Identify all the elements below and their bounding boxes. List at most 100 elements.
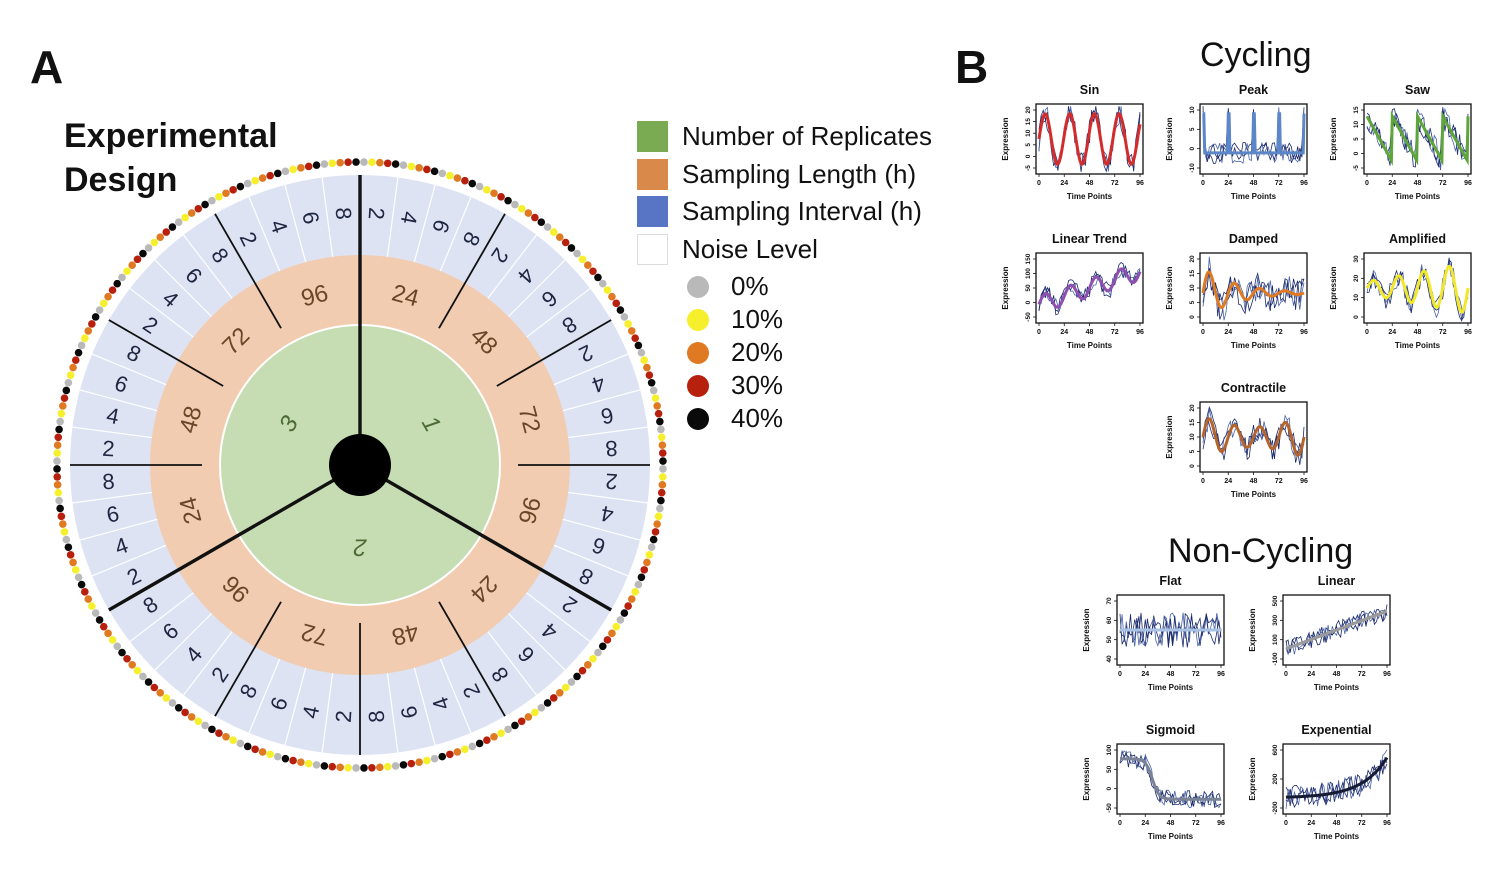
noise-dot xyxy=(631,588,639,596)
sampling-interval-label: 8 xyxy=(102,469,116,495)
noise-dot xyxy=(620,609,629,617)
x-tick-label: 48 xyxy=(1414,180,1422,187)
y-tick-label: 50 xyxy=(1106,765,1113,773)
noise-dot xyxy=(624,602,632,610)
interval-separator xyxy=(284,184,307,263)
y-tick-label: 20 xyxy=(1189,404,1196,412)
noise-dot xyxy=(289,756,297,765)
noise-dot xyxy=(423,165,431,174)
noise-dot xyxy=(446,750,454,759)
interval-separator xyxy=(182,234,233,299)
x-tick-label: 0 xyxy=(1037,180,1041,187)
noise-dot xyxy=(567,678,576,686)
noise-dot xyxy=(84,327,93,335)
noise-dot xyxy=(640,566,649,574)
interval-separator xyxy=(248,658,281,734)
noise-dot xyxy=(537,703,546,712)
legend-noise-level-swatch xyxy=(637,233,668,265)
x-tick-label: 24 xyxy=(1224,478,1232,485)
replicate-trace xyxy=(1202,256,1305,321)
noise-dot xyxy=(634,341,643,350)
noise-dot xyxy=(584,261,592,270)
profile-plot-linear-trend: Linear Trend 0 24 48 72 96 Time Points -50 0 50 10… xyxy=(1001,232,1144,350)
noise-dot xyxy=(415,164,423,172)
noise-dot xyxy=(168,223,177,231)
replicate-trace xyxy=(1038,106,1141,168)
y-tick-label: 20 xyxy=(1353,274,1360,282)
noise-dot xyxy=(118,273,126,282)
x-tick-label: 24 xyxy=(1224,180,1232,187)
noise-dot xyxy=(647,543,656,552)
noise-dot xyxy=(156,689,165,697)
noise-dot xyxy=(222,732,230,741)
noise-dot xyxy=(567,244,576,252)
noise-dot xyxy=(304,162,313,171)
design-legend: Number of Replicates Sampling Length (h)… xyxy=(637,118,932,268)
noise-dot xyxy=(483,736,491,744)
x-tick-label: 96 xyxy=(1217,671,1225,678)
true-profile-line xyxy=(1037,267,1142,309)
noise-40-dot xyxy=(687,407,709,430)
y-tick-label: 60 xyxy=(1106,616,1113,624)
noise-dot xyxy=(258,748,267,756)
y-tick-label: 5 xyxy=(1353,137,1360,141)
plot-frame xyxy=(1035,252,1144,324)
noise-30-dot xyxy=(687,374,709,397)
noise-dot xyxy=(555,233,564,241)
x-axis-label: Time Points xyxy=(1395,341,1441,350)
noise-dot xyxy=(584,660,592,669)
noise-dot xyxy=(653,520,661,528)
noise-dot xyxy=(645,551,654,559)
noise-dot xyxy=(208,196,216,205)
replicate-trace xyxy=(1202,409,1305,460)
noise-dot xyxy=(95,306,104,314)
replicate-trace xyxy=(1285,759,1388,808)
noise-30-label: 30% xyxy=(731,370,784,400)
x-tick-label: 48 xyxy=(1414,329,1422,336)
noise-dot xyxy=(266,171,274,180)
noise-20-dot xyxy=(687,341,709,364)
noise-dot xyxy=(81,588,89,596)
legend-sampling-length: Sampling Length (h) xyxy=(637,156,932,194)
noise-dot xyxy=(104,629,112,638)
noise-20-label: 20% xyxy=(731,337,784,367)
y-tick-label: 5 xyxy=(1189,449,1196,453)
x-axis-label: Time Points xyxy=(1148,683,1194,692)
x-tick-label: 24 xyxy=(1388,329,1396,336)
noise-dot xyxy=(251,176,259,185)
noise-dot xyxy=(74,348,83,357)
profile-plot-sigmoid: Sigmoid 0 24 48 72 96 Time Points -50 0 50 100 Expr… xyxy=(1082,723,1225,841)
noise-dot xyxy=(654,512,663,521)
true-profile-line xyxy=(1365,110,1470,166)
noise-dot xyxy=(108,286,117,294)
noise-dot xyxy=(320,160,329,168)
noise-dot xyxy=(201,721,209,730)
noise-dot xyxy=(53,481,62,489)
replicate-trace xyxy=(1202,406,1305,463)
x-tick-label: 72 xyxy=(1192,820,1200,827)
noise-dot xyxy=(531,213,539,222)
noise-dot xyxy=(383,762,392,771)
interval-separator xyxy=(562,518,641,541)
x-tick-label: 96 xyxy=(1136,329,1144,336)
y-axis-label: Expression xyxy=(1248,608,1257,651)
noise-dot xyxy=(59,520,67,528)
noise-dot xyxy=(659,465,667,473)
noise-dot xyxy=(589,267,597,276)
x-tick-label: 0 xyxy=(1118,671,1122,678)
noise-dot xyxy=(634,580,643,589)
noise-dot xyxy=(511,200,519,209)
noise-dot xyxy=(84,595,93,603)
noise-dot xyxy=(407,162,416,171)
y-tick-label: -200 xyxy=(1272,801,1279,814)
noise-dot xyxy=(612,622,621,631)
plot-frame xyxy=(1199,252,1308,324)
y-axis-label: Expression xyxy=(1165,266,1174,309)
legend-sampling-length-swatch xyxy=(637,158,668,190)
noise-dot xyxy=(657,496,665,505)
replicate-trace xyxy=(1202,271,1305,320)
true-profile-line xyxy=(1037,112,1142,167)
noise-dot xyxy=(438,752,447,761)
y-tick-label: 10 xyxy=(1189,106,1196,114)
noise-dot xyxy=(243,179,252,188)
